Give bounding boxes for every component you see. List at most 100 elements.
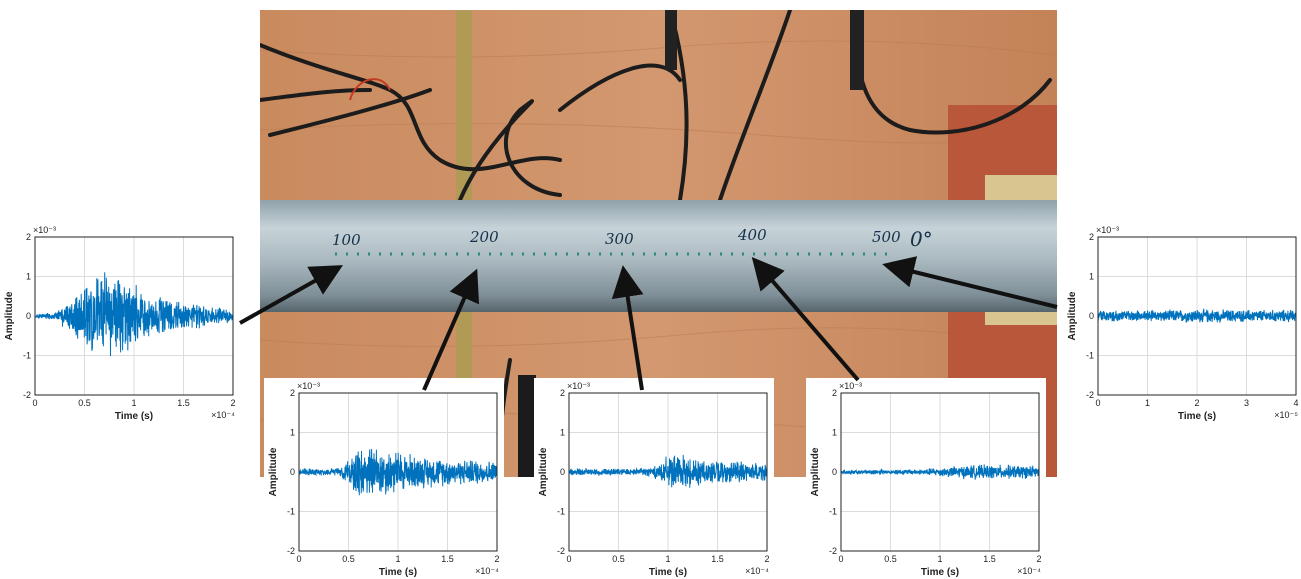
axes-box (34, 236, 234, 396)
y-tick-label: 0 (560, 467, 565, 477)
marking-0-degree: 0° (910, 227, 933, 251)
x-tick-label: 2 (494, 554, 499, 564)
y-tick-label: 0 (832, 467, 837, 477)
signal-trace (1097, 308, 1297, 323)
x-tick-label: 0 (296, 554, 301, 564)
y-tick-label: -2 (557, 546, 565, 556)
y-tick-label: -1 (287, 507, 295, 517)
y-tick-label: -2 (287, 546, 295, 556)
signal-trace (568, 454, 768, 488)
y-tick-label: 2 (560, 388, 565, 398)
x-tick-label: 1.5 (983, 554, 996, 564)
x-tick-label: 1 (395, 554, 400, 564)
y-tick-label: 0 (26, 311, 31, 321)
y-tick-label: 1 (832, 428, 837, 438)
x-exponent: ×10⁻⁴ (1017, 566, 1041, 576)
marking-300: 300 (605, 230, 634, 248)
chart-sensor-200: 0 0.5 1 1.5 2 -2 -1 0 1 2 ×10⁻³ ×10⁻⁴ Time (s) Amplit… (264, 378, 504, 578)
chart-sensor-400: 0 0.5 1 1.5 2 -2 -1 0 1 2 ×10⁻³ ×10⁻⁴ Time (s) Amplit… (806, 378, 1046, 578)
dark-gap (518, 375, 536, 477)
x-tick-label: 2 (1036, 554, 1041, 564)
y-tick-label: -2 (23, 390, 31, 400)
y-axis-label: Amplitude (538, 447, 549, 496)
x-tick-label: 0 (566, 554, 571, 564)
chart-sensor-300: 0 0.5 1 1.5 2 -2 -1 0 1 2 ×10⁻³ ×10⁻⁴ Time (s) Amplit… (534, 378, 774, 578)
red-wire (349, 78, 391, 101)
y-tick-label: 1 (560, 428, 565, 438)
x-exponent: ×10⁻⁴ (745, 566, 769, 576)
probe-clip-2 (665, 10, 677, 70)
x-axis-label: Time (s) (379, 567, 417, 578)
y-tick-label: 0 (290, 467, 295, 477)
y-tick-label: 2 (1089, 232, 1094, 242)
marking-400: 400 (737, 226, 767, 244)
y-exponent: ×10⁻³ (33, 225, 56, 235)
x-tick-label: 0.5 (612, 554, 625, 564)
x-axis-label: Time (s) (921, 567, 959, 578)
y-tick-label: -1 (1086, 351, 1094, 361)
x-tick-label: 0 (838, 554, 843, 564)
chart-sensor-100: 0 0.5 1 1.5 2 -2 -1 0 1 2 ×10⁻³ ×10⁻⁴ Time (s) Amplit… (0, 222, 240, 422)
chart-sensor-500: 0 1 2 3 4 -2 -1 0 1 2 ×10⁻³ ×10⁻⁵ Time (s) Amplitude (1063, 222, 1301, 422)
x-axis-label: Time (s) (1178, 411, 1216, 422)
y-tick-label: 2 (832, 388, 837, 398)
axes-box (1097, 236, 1297, 396)
x-tick-label: 1 (665, 554, 670, 564)
x-tick-label: 1 (1145, 398, 1150, 408)
axes-box (298, 392, 498, 552)
y-axis-label: Amplitude (4, 291, 15, 340)
pipe (260, 200, 1057, 312)
x-tick-label: 2 (230, 398, 235, 408)
x-tick-label: 2 (1194, 398, 1199, 408)
x-tick-label: 1.5 (711, 554, 724, 564)
y-tick-label: 1 (290, 428, 295, 438)
x-tick-label: 1.5 (177, 398, 190, 408)
y-tick-label: -2 (1086, 390, 1094, 400)
y-axis-label: Amplitude (268, 447, 279, 496)
probe-clip (850, 10, 864, 90)
y-tick-label: 2 (290, 388, 295, 398)
x-tick-label: 0.5 (884, 554, 897, 564)
x-exponent: ×10⁻⁴ (211, 410, 235, 420)
axes-box (568, 392, 768, 552)
y-exponent: ×10⁻³ (297, 381, 320, 391)
y-exponent: ×10⁻³ (1096, 225, 1119, 235)
marking-200: 200 (469, 228, 499, 246)
marking-500: 500 (872, 228, 901, 246)
x-exponent: ×10⁻⁴ (475, 566, 499, 576)
signal-trace (840, 464, 1040, 480)
y-exponent: ×10⁻³ (567, 381, 590, 391)
x-tick-label: 3 (1244, 398, 1249, 408)
x-axis-label: Time (s) (115, 411, 153, 422)
x-axis-label: Time (s) (649, 567, 687, 578)
x-tick-label: 0.5 (342, 554, 355, 564)
x-tick-label: 1 (937, 554, 942, 564)
x-tick-label: 2 (764, 554, 769, 564)
y-tick-label: -1 (23, 351, 31, 361)
y-tick-label: 2 (26, 232, 31, 242)
y-axis-label: Amplitude (810, 447, 821, 496)
x-tick-label: 0 (32, 398, 37, 408)
x-tick-label: 4 (1293, 398, 1298, 408)
y-tick-label: -1 (557, 507, 565, 517)
y-axis-label: Amplitude (1067, 291, 1078, 340)
x-tick-label: 0 (1095, 398, 1100, 408)
x-tick-label: 1 (131, 398, 136, 408)
x-tick-label: 1.5 (441, 554, 454, 564)
pipe-markings: 100 200 300 400 500 0° (332, 226, 933, 251)
x-exponent: ×10⁻⁵ (1274, 410, 1298, 420)
marking-100: 100 (332, 231, 361, 249)
signal-trace (34, 272, 234, 357)
x-tick-label: 0.5 (78, 398, 91, 408)
axes-box (840, 392, 1040, 552)
y-tick-label: 1 (26, 272, 31, 282)
y-exponent: ×10⁻³ (839, 381, 862, 391)
y-tick-label: -2 (829, 546, 837, 556)
y-tick-label: 1 (1089, 272, 1094, 282)
y-tick-label: -1 (829, 507, 837, 517)
